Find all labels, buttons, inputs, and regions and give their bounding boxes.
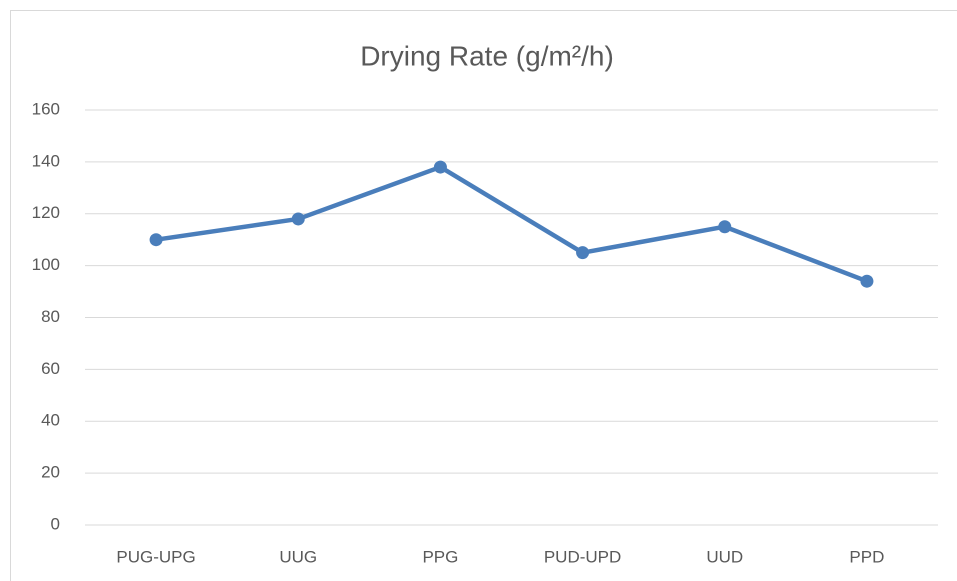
x-tick-label: UUD xyxy=(706,547,743,566)
y-tick-label: 140 xyxy=(32,151,60,170)
data-point xyxy=(576,246,590,260)
y-tick-label: 0 xyxy=(51,514,60,533)
data-point xyxy=(433,160,447,174)
data-point xyxy=(860,274,874,288)
x-tick-label: UUG xyxy=(279,547,317,566)
data-point xyxy=(291,212,305,226)
y-tick-label: 20 xyxy=(41,463,60,482)
y-tick-label: 120 xyxy=(32,203,60,222)
y-tick-label: 100 xyxy=(32,255,60,274)
data-point xyxy=(149,233,163,247)
x-tick-label: PUD-UPD xyxy=(544,547,621,566)
data-point xyxy=(718,220,732,234)
x-tick-label: PPG xyxy=(422,547,458,566)
data-line xyxy=(153,164,870,284)
y-tick-label: 40 xyxy=(41,411,60,430)
x-tick-label: PPD xyxy=(849,547,884,566)
chart-frame xyxy=(10,10,957,581)
y-tick-label: 80 xyxy=(41,307,60,326)
y-tick-label: 60 xyxy=(41,359,60,378)
y-tick-label: 160 xyxy=(32,99,60,118)
chart-title: Drying Rate (g/m²/h) xyxy=(360,40,614,71)
x-tick-label: PUG-UPG xyxy=(116,547,195,566)
